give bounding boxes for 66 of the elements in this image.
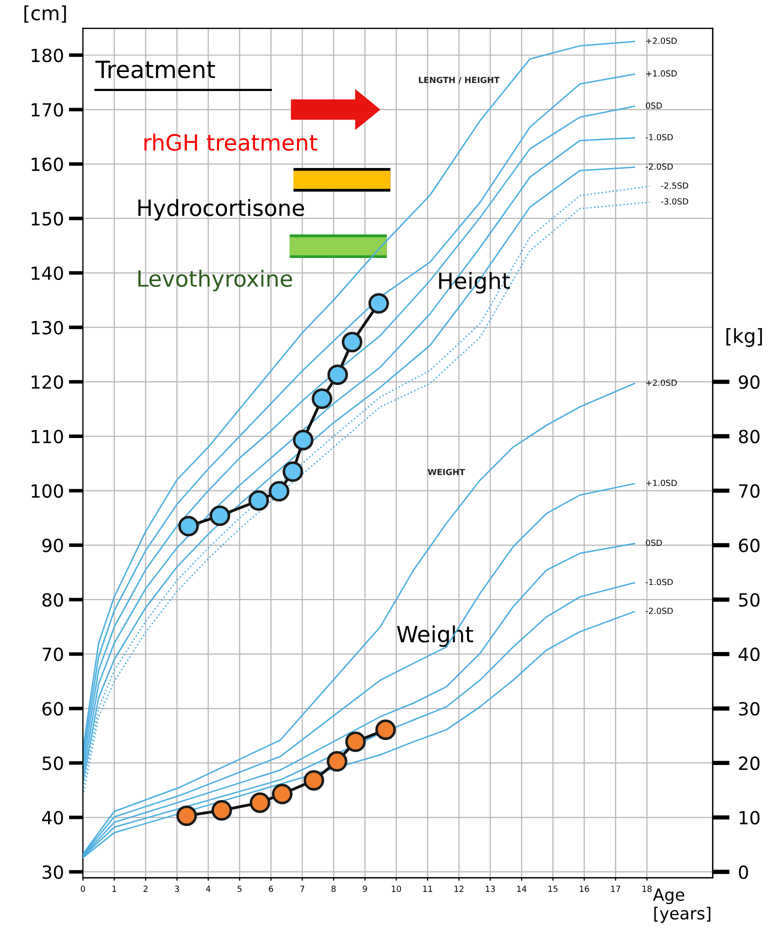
y2-tick-label: 70 bbox=[739, 484, 760, 498]
y2-tick-label: 0 bbox=[738, 865, 748, 879]
series-label: -3.0SD bbox=[661, 198, 688, 205]
y-tick-label: 50 bbox=[42, 756, 63, 770]
y-tick-label: 140 bbox=[32, 266, 63, 280]
y2-tick-label: 90 bbox=[738, 375, 760, 389]
series-label: +2.0SD bbox=[646, 38, 677, 44]
y2-tick-label: 20 bbox=[739, 756, 760, 770]
x-tick-label: 17 bbox=[611, 886, 620, 892]
x-tick-label: 5 bbox=[238, 886, 242, 892]
series-label: 0SD bbox=[646, 102, 662, 109]
annotation: LENGTH / HEIGHT bbox=[418, 76, 500, 84]
y2-tick-label: 80 bbox=[738, 430, 760, 444]
y2-tick-label: 10 bbox=[740, 810, 760, 825]
y-axis-title: [cm] bbox=[24, 5, 66, 23]
x-tick-label: 1 bbox=[112, 886, 116, 892]
y-tick-label: 60 bbox=[42, 702, 63, 716]
series-label: Levothyroxine bbox=[138, 270, 292, 292]
y-tick-label: 70 bbox=[42, 648, 63, 662]
series-label: -2.5SD bbox=[661, 182, 688, 189]
x-tick-label: 12 bbox=[454, 886, 464, 892]
y-tick-label: 110 bbox=[32, 430, 63, 444]
series-label: -1.0SD bbox=[646, 134, 673, 140]
x-tick-label: 8 bbox=[332, 886, 336, 892]
annotation: rhGH treatment bbox=[144, 134, 318, 151]
y2-tick-label: 60 bbox=[738, 538, 760, 552]
x-tick-label: 18 bbox=[642, 886, 652, 892]
y2-tick-label: 30 bbox=[739, 702, 760, 716]
annotation: Treatment bbox=[95, 60, 216, 78]
x-tick-label: 4 bbox=[206, 886, 210, 892]
x-tick-label: 3 bbox=[174, 886, 179, 892]
series-label: -2.0SD bbox=[646, 608, 673, 614]
y-tick-label: 30 bbox=[42, 865, 63, 879]
x-tick-label: 9 bbox=[362, 886, 367, 892]
annotation: WEIGHT bbox=[428, 468, 466, 476]
y-tick-label: 150 bbox=[32, 212, 63, 226]
x-tick-label: 10 bbox=[392, 886, 402, 892]
y-tick-label: 170 bbox=[32, 103, 63, 117]
x-tick-label: 16 bbox=[580, 886, 590, 892]
x-tick-label: 6 bbox=[268, 886, 274, 892]
y2-axis-title: [kg] bbox=[726, 328, 762, 347]
y-tick-label: 90 bbox=[42, 538, 63, 552]
series-label: -2.0SD bbox=[646, 163, 673, 170]
series-label: +2.0SD bbox=[646, 380, 677, 386]
y-tick-label: 100 bbox=[32, 484, 63, 498]
x-tick-label: 14 bbox=[517, 886, 526, 892]
x-tick-label: 0 bbox=[80, 886, 86, 892]
series-label: +1.0SD bbox=[646, 480, 677, 486]
y-tick-label: 40 bbox=[42, 810, 63, 825]
x-tick-label: 7 bbox=[300, 886, 304, 892]
x-tick-label: 2 bbox=[144, 886, 148, 892]
series-label: +1.0SD bbox=[646, 70, 677, 77]
x-tick-label: 15 bbox=[548, 886, 558, 892]
x-axis-title: Age [years] bbox=[653, 888, 710, 923]
y-tick-label: 160 bbox=[32, 157, 63, 172]
x-tick-label: 11 bbox=[423, 886, 432, 892]
y2-tick-label: 50 bbox=[739, 593, 760, 607]
series-label: 0SD bbox=[646, 540, 662, 546]
series-label: -1.0SD bbox=[646, 578, 673, 586]
series-label: Hydrocortisone bbox=[138, 199, 304, 221]
y-tick-label: 180 bbox=[32, 48, 63, 62]
y-tick-label: 130 bbox=[32, 320, 63, 334]
y-tick-label: 120 bbox=[32, 375, 63, 389]
x-tick-label: 13 bbox=[486, 886, 495, 892]
y2-tick-label: 40 bbox=[738, 648, 760, 662]
y-tick-label: 80 bbox=[42, 593, 63, 607]
